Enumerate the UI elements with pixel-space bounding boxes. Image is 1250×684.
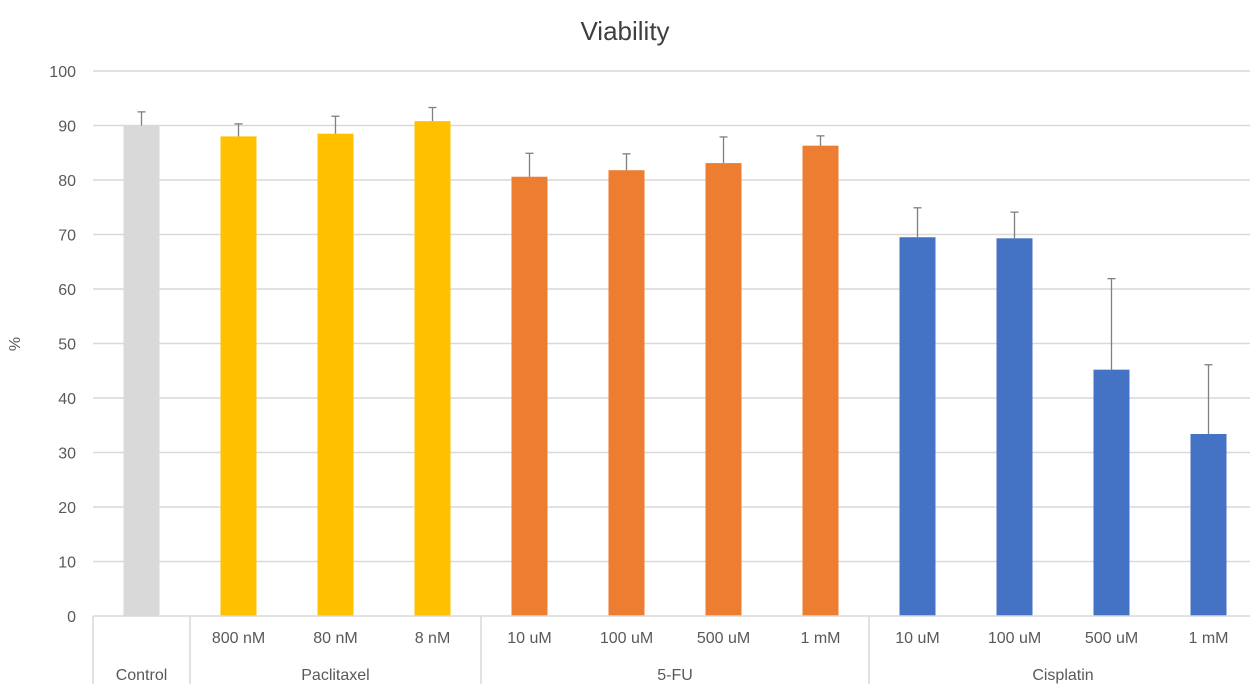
- bar: [705, 163, 742, 617]
- group-label: Paclitaxel: [301, 667, 369, 684]
- category-label: 100 uM: [988, 630, 1041, 647]
- group-label: 5-FU: [657, 667, 693, 684]
- category-label: 80 nM: [313, 630, 357, 647]
- bar: [414, 121, 451, 616]
- bar: [1190, 433, 1227, 616]
- bar: [1093, 369, 1130, 616]
- bar: [123, 125, 160, 616]
- grid-lines: 0 10 20 30 40 50 60 70 80 90 100: [49, 64, 1250, 626]
- y-tick-label: 60: [58, 282, 76, 299]
- bar: [608, 170, 645, 616]
- category-label: 800 nM: [212, 630, 265, 647]
- axes: [92, 615, 1250, 684]
- bar: [899, 237, 936, 616]
- chart-title: Viability: [580, 16, 669, 46]
- y-tick-label: 50: [58, 337, 76, 354]
- bar: [996, 238, 1033, 616]
- y-tick-label: 90: [58, 119, 76, 136]
- bar: [802, 145, 839, 617]
- y-tick-label: 20: [58, 500, 76, 517]
- category-labels: Control 800 nM 80 nM 8 nM Paclitaxel 10 uM 100…: [116, 630, 1229, 684]
- y-tick-label: 10: [58, 555, 76, 572]
- y-axis-label: %: [7, 337, 24, 351]
- category-label: 8 nM: [415, 630, 451, 647]
- bar: [511, 176, 548, 617]
- category-label: 1 mM: [1189, 630, 1229, 647]
- y-tick-label: 70: [58, 228, 76, 245]
- y-tick-label: 0: [67, 609, 76, 626]
- category-label: Control: [116, 667, 168, 684]
- category-label: 500 uM: [1085, 630, 1138, 647]
- category-label: 10 uM: [895, 630, 939, 647]
- category-label: 500 uM: [697, 630, 750, 647]
- y-tick-label: 100: [49, 64, 76, 81]
- bar: [220, 136, 257, 616]
- y-tick-label: 80: [58, 173, 76, 190]
- group-label: Cisplatin: [1032, 667, 1093, 684]
- bars: [123, 106, 1227, 617]
- y-tick-label: 30: [58, 446, 76, 463]
- category-label: 100 uM: [600, 630, 653, 647]
- bar: [317, 133, 354, 617]
- category-label: 10 uM: [507, 630, 551, 647]
- y-tick-label: 40: [58, 391, 76, 408]
- category-label: 1 mM: [801, 630, 841, 647]
